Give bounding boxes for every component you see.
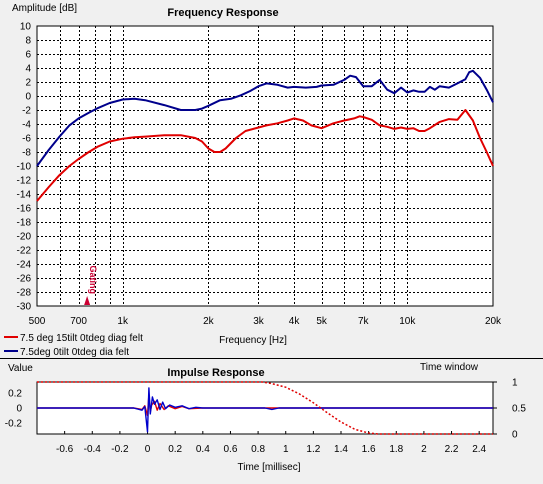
y-tick-label: 8: [25, 36, 31, 47]
x-tick-label: 4k: [289, 316, 301, 327]
impulse-x-tick-label: 1.4: [334, 444, 348, 455]
x-tick-label: 2k: [203, 316, 215, 327]
impulse-y-tick-label: 0: [16, 404, 22, 415]
impulse-y-ticks: 0.2 0 -0.2: [5, 389, 23, 430]
legend-label-red: 7.5 deg 15tilt 0tdeg diag felt: [20, 333, 143, 344]
y-tick-label: -10: [17, 162, 32, 173]
time-window-y-ticks: 10.50: [492, 378, 526, 441]
frequency-response-title: Frequency Response: [167, 7, 278, 19]
y-tick-label: 0: [25, 92, 31, 103]
y-tick-label: -6: [22, 134, 31, 145]
frequency-grid: [37, 26, 493, 306]
x-tick-label: 1k: [117, 316, 129, 327]
time-axis-label: Time [millisec]: [238, 462, 301, 473]
impulse-y-tick-label: 0.2: [8, 389, 22, 400]
x-tick-label: 7k: [358, 316, 370, 327]
impulse-x-tick-label: -0.6: [56, 444, 74, 455]
x-tick-label: 10k: [399, 316, 416, 327]
x-tick-label: 5k: [316, 316, 328, 327]
y-tick-label: -20: [17, 232, 32, 243]
impulse-x-tick-label: 1.6: [362, 444, 376, 455]
x-tick-label: 20k: [485, 316, 502, 327]
time-window-tick-label: 0: [512, 430, 518, 441]
time-window-line: [37, 381, 493, 435]
impulse-x-tick-label: 1.2: [306, 444, 320, 455]
y-tick-label: -16: [17, 204, 32, 215]
y-tick-label: -2: [22, 106, 31, 117]
frequency-y-ticks: 10 8 6 4 2 0 -2 -4 -6 -8 -10 -12 -14 -16 -18 -20 -22 -24 -…: [17, 22, 32, 313]
frequency-series: [36, 69, 494, 202]
y-tick-label: -18: [17, 218, 32, 229]
impulse-x-tick-label: 2.2: [445, 444, 459, 455]
y-tick-label: 4: [25, 64, 31, 75]
series-line-red: [36, 109, 494, 202]
time-window-tick-label: 0.5: [512, 404, 526, 415]
y-tick-label: -22: [17, 246, 32, 257]
impulse-x-tick-label: 2: [421, 444, 427, 455]
impulse-x-tick-label: 0.4: [196, 444, 210, 455]
legend-label-blue: 7.5deg 0tilt 0tdeg dia felt: [20, 347, 129, 358]
amplitude-axis-label: Amplitude [dB]: [12, 3, 77, 14]
x-tick-label: 3k: [253, 316, 265, 327]
y-tick-label: -28: [17, 288, 32, 299]
impulse-x-tick-label: 0.8: [251, 444, 265, 455]
gating-arrow: [84, 296, 91, 305]
y-tick-label: 6: [25, 50, 31, 61]
impulse-x-tick-label: 2.4: [472, 444, 486, 455]
impulse-x-tick-label: -0.2: [111, 444, 129, 455]
y-tick-label: 10: [20, 22, 32, 33]
y-tick-label: -26: [17, 274, 32, 285]
impulse-series: [37, 381, 493, 435]
y-tick-label: -4: [22, 120, 31, 131]
impulse-y-tick-label: -0.2: [5, 418, 23, 429]
value-axis-label: Value: [8, 363, 33, 374]
impulse-response-title: Impulse Response: [167, 367, 264, 379]
x-tick-label: 500: [29, 316, 46, 327]
y-tick-label: -14: [17, 190, 32, 201]
x-tick-label: 700: [70, 316, 87, 327]
impulse-x-tick-label: 1: [283, 444, 289, 455]
impulse-x-ticks: -0.6 -0.4 -0.2 0 0.2 0.4 0.6 0.8 1 1.2 1.4 1.6 1.8 2 2…: [56, 431, 487, 455]
y-tick-label: -12: [17, 176, 32, 187]
frequency-x-ticks: 500 700 1k 2k 3k 4k 5k 7k 10k 20k: [29, 316, 502, 327]
series-line-blue: [36, 69, 494, 167]
impulse-blue-line: [37, 387, 493, 433]
y-tick-label: -24: [17, 260, 32, 271]
time-window-tick-label: 1: [512, 378, 518, 389]
impulse-x-tick-label: 0.2: [168, 444, 182, 455]
impulse-x-tick-label: 0: [145, 444, 151, 455]
impulse-x-tick-label: 1.8: [389, 444, 403, 455]
frequency-axis-label: Frequency [Hz]: [219, 335, 287, 346]
frequency-legend: 7.5 deg 15tilt 0tdeg diag felt 7.5deg 0t…: [4, 333, 143, 358]
y-tick-label: -30: [17, 302, 32, 313]
gating-marker: Gating: [84, 266, 98, 305]
y-tick-label: -8: [22, 148, 31, 159]
impulse-x-tick-label: 0.6: [224, 444, 238, 455]
gating-label: Gating: [88, 266, 98, 295]
impulse-x-tick-label: -0.4: [84, 444, 102, 455]
y-tick-label: 2: [25, 78, 31, 89]
time-window-axis-label: Time window: [420, 362, 479, 373]
